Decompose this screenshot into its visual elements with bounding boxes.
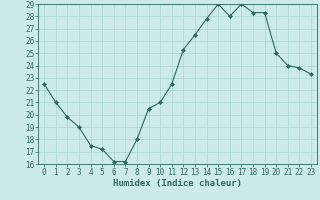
X-axis label: Humidex (Indice chaleur): Humidex (Indice chaleur) bbox=[113, 179, 242, 188]
